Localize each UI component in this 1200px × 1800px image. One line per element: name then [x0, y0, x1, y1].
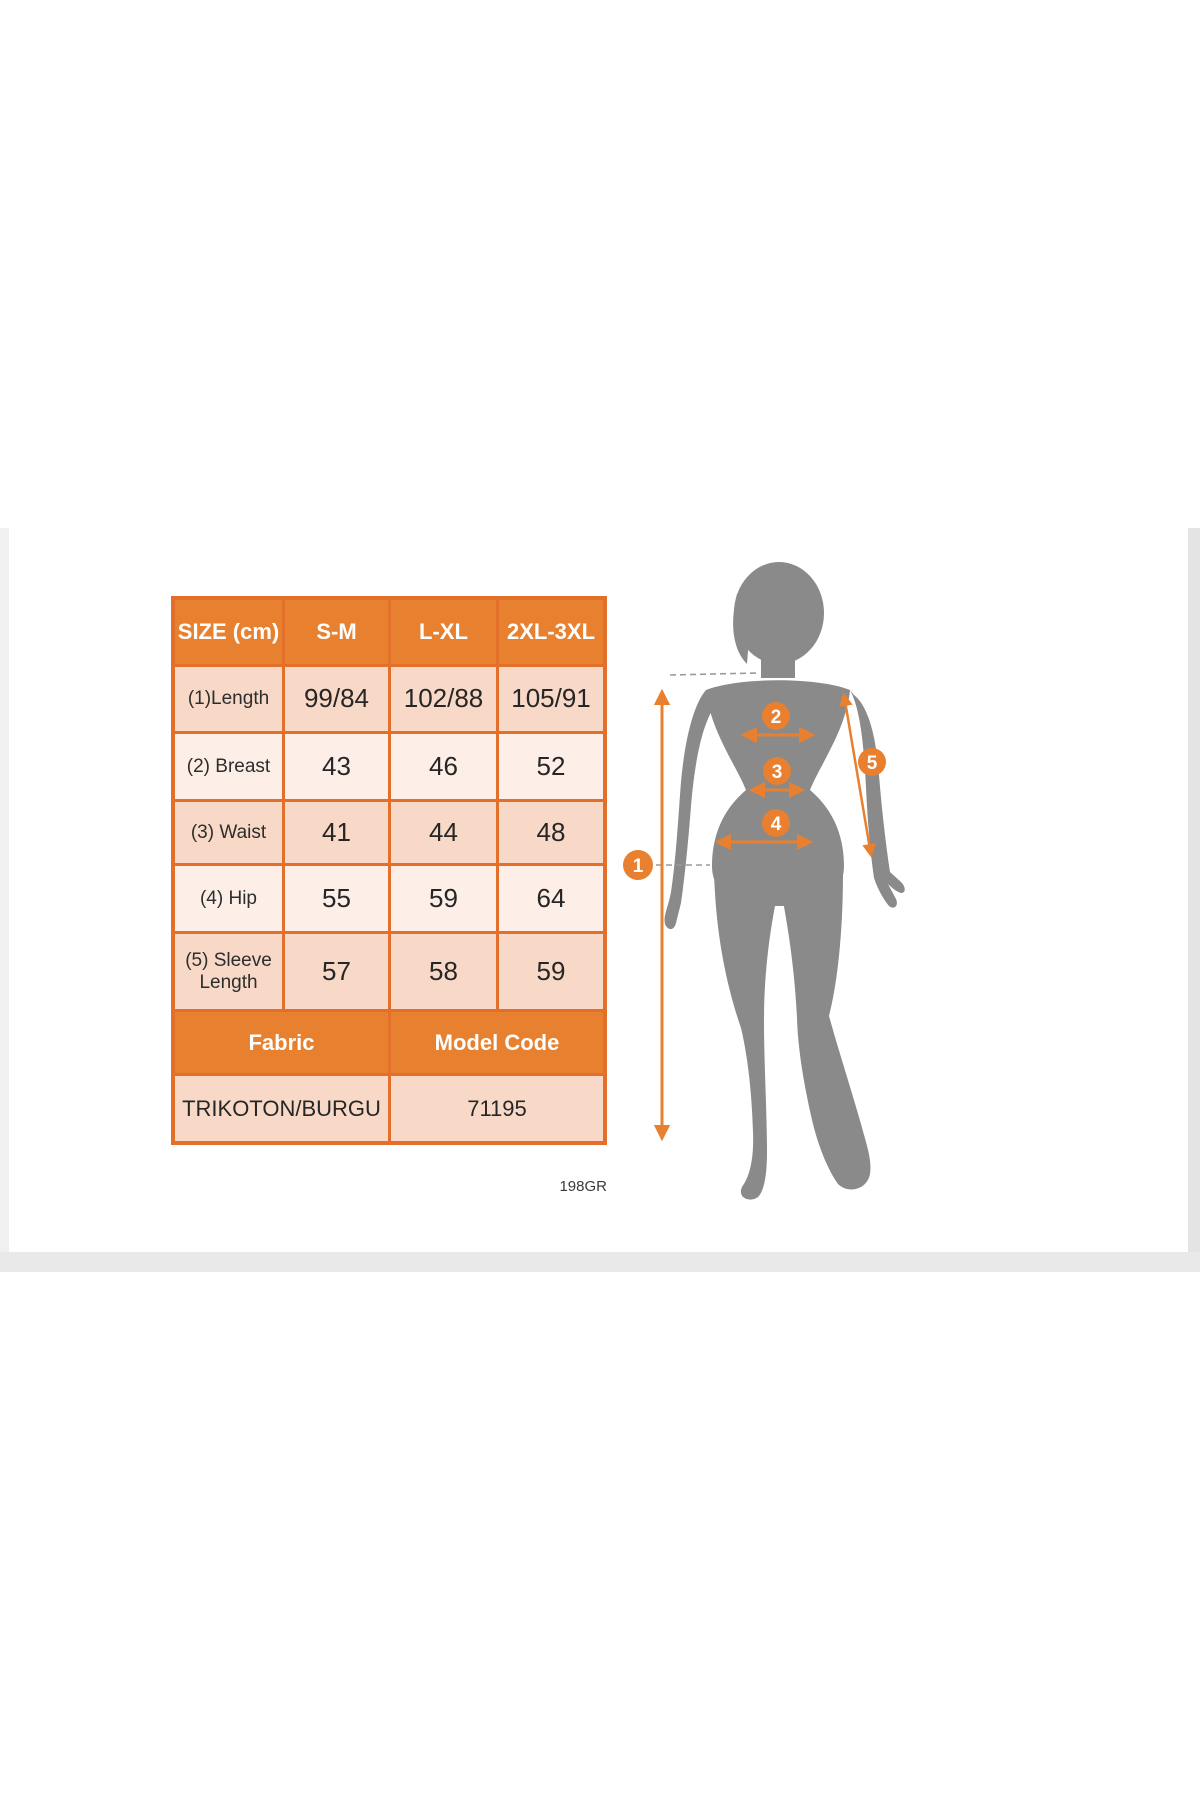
row-sleeve-sm: 57 — [285, 934, 388, 1009]
carousel-right-peek — [1188, 528, 1200, 1258]
row-waist-2xl3xl: 48 — [499, 802, 603, 863]
marker-4-label: 4 — [771, 814, 782, 835]
sleeve-arrow — [839, 692, 876, 858]
header-size-cm: SIZE (cm) — [175, 600, 282, 664]
row-breast-lxl: 46 — [391, 734, 496, 799]
footer-model-code-value: 71195 — [391, 1076, 603, 1141]
carousel-left-peek — [0, 528, 9, 1258]
row-hip-sm: 55 — [285, 866, 388, 931]
row-hip-2xl3xl: 64 — [499, 866, 603, 931]
marker-badge-5: 5 — [858, 748, 886, 776]
marker-badge-4: 4 — [762, 809, 790, 837]
row-length-2xl3xl: 105/91 — [499, 667, 603, 731]
measurement-figure: 1 2 3 4 5 — [623, 562, 905, 1200]
header-col-2xl3xl: 2XL-3XL — [499, 600, 603, 664]
row-length-lxl: 102/88 — [391, 667, 496, 731]
row-hip-lxl: 59 — [391, 866, 496, 931]
header-col-lxl: L-XL — [391, 600, 496, 664]
section-divider — [0, 1252, 1200, 1272]
woman-silhouette — [664, 562, 905, 1200]
row-length-sm: 99/84 — [285, 667, 388, 731]
row-hip-label: (4) Hip — [175, 866, 282, 931]
row-breast-sm: 43 — [285, 734, 388, 799]
shoulder-guide-dash — [669, 672, 758, 676]
row-breast-label: (2) Breast — [175, 734, 282, 799]
marker-badge-2: 2 — [762, 702, 790, 730]
footer-fabric-value: TRIKOTON/BURGU — [175, 1076, 388, 1141]
marker-5-label: 5 — [867, 753, 878, 774]
marker-badge-3: 3 — [763, 757, 791, 785]
marker-3-label: 3 — [772, 762, 783, 783]
row-breast-2xl3xl: 52 — [499, 734, 603, 799]
marker-badge-1: 1 — [623, 850, 653, 880]
header-col-sm: S-M — [285, 600, 388, 664]
row-length-label: (1)Length — [175, 667, 282, 731]
weight-note: 198GR — [559, 1178, 607, 1195]
marker-1-label: 1 — [633, 856, 644, 877]
row-waist-sm: 41 — [285, 802, 388, 863]
footer-fabric-header: Fabric — [175, 1012, 388, 1073]
marker-2-label: 2 — [771, 707, 782, 728]
footer-model-code-header: Model Code — [391, 1012, 603, 1073]
row-waist-label: (3) Waist — [175, 802, 282, 863]
row-waist-lxl: 44 — [391, 802, 496, 863]
row-sleeve-lxl: 58 — [391, 934, 496, 1009]
row-sleeve-2xl3xl: 59 — [499, 934, 603, 1009]
row-sleeve-label: (5) Sleeve Length — [175, 934, 282, 1009]
size-table: SIZE (cm) S-M L-XL 2XL-3XL (1)Length 99/… — [171, 596, 607, 1145]
